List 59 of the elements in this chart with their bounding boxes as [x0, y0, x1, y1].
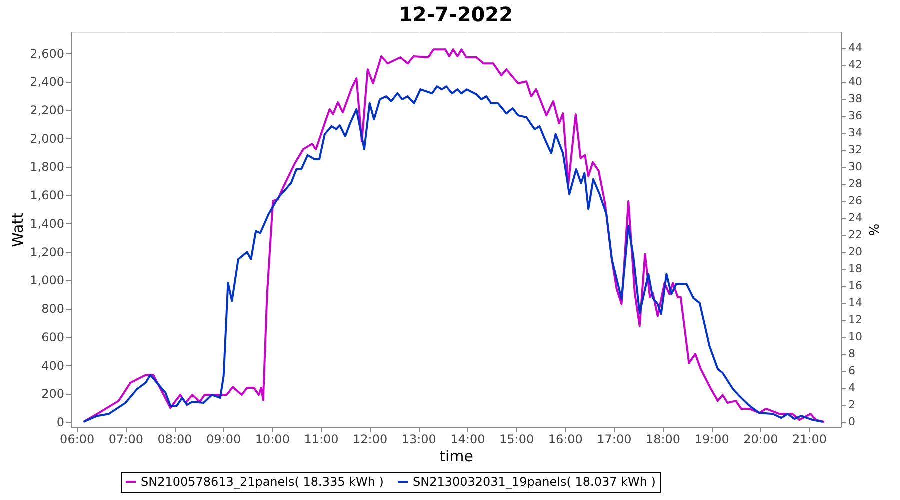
y2-tick-label: 0 [848, 415, 856, 428]
y2-tick-label: 24 [848, 212, 862, 225]
y2-tick-label: 42 [848, 58, 862, 72]
x-tick-label: 08:00 [158, 432, 192, 446]
y-tick-label: 1,400 [30, 216, 64, 231]
y-tick-label: 1,600 [30, 188, 64, 203]
y-tick-label: 2,200 [30, 104, 64, 118]
chart-title: 12-7-2022 [398, 2, 514, 26]
y2-tick-label: 14 [848, 296, 862, 310]
y2-tick-label: 4 [848, 381, 856, 394]
y2-tick-label: 12 [848, 313, 862, 326]
x-tick-label: 21:00 [792, 432, 828, 446]
x-tick-label: 10:00 [255, 432, 290, 446]
legend-label: SN2100578613_21panels( 18.335 kWh ) [141, 475, 384, 489]
x-tick-label: 09:00 [206, 432, 242, 446]
y-tick-label: 1,800 [30, 160, 64, 174]
y2-tick-label: 6 [848, 364, 856, 378]
legend-label: SN2130032031_19panels( 18.037 kWh ) [413, 475, 656, 489]
y-tick-label: 1,000 [30, 274, 64, 288]
y2-tick-label: 20 [848, 246, 862, 259]
x-tick-label: 16:00 [548, 432, 583, 446]
x-tick-label: 11:00 [304, 432, 339, 446]
x-tick-label: 20:00 [744, 432, 778, 446]
y-tick-label: 1,200 [30, 245, 64, 260]
x-axis-title: time [440, 448, 474, 466]
x-tick-label: 12:00 [353, 432, 388, 446]
y-tick-label: 600 [42, 330, 64, 344]
y2-tick-label: 44 [848, 42, 862, 55]
x-tick-label: 07:00 [108, 432, 144, 446]
y2-tick-label: 22 [848, 228, 862, 242]
y2-tick-label: 8 [848, 347, 856, 360]
y-tick-label: 2,600 [30, 46, 64, 61]
x-tick-label: 14:00 [450, 432, 486, 446]
x-tick-label: 15:00 [500, 432, 534, 446]
y-tick-label: 800 [42, 302, 64, 316]
y-tick-label: 0 [56, 416, 64, 430]
y2-tick-label: 30 [848, 160, 862, 174]
x-tick-label: 18:00 [646, 432, 681, 446]
x-tick-label: 19:00 [694, 432, 730, 446]
y-tick-label: 2,000 [30, 132, 64, 146]
y2-axis-title: % [865, 224, 880, 236]
y-tick-label: 400 [42, 358, 64, 373]
y2-tick-label: 34 [848, 126, 862, 140]
y-axis-title: Watt [9, 212, 28, 248]
y2-tick-label: 16 [848, 279, 862, 292]
y-tick-label: 200 [42, 387, 64, 402]
y2-tick-label: 18 [848, 262, 862, 276]
x-tick-label: 17:00 [597, 432, 632, 446]
y2-tick-label: 38 [848, 92, 862, 106]
x-tick-label: 13:00 [402, 432, 436, 446]
y2-tick-label: 2 [848, 398, 856, 412]
y2-tick-label: 28 [848, 178, 862, 191]
y2-tick-label: 10 [848, 330, 862, 344]
y-tick-label: 2,400 [30, 75, 64, 90]
y2-tick-label: 36 [848, 110, 862, 123]
y2-tick-label: 32 [848, 144, 862, 157]
y2-tick-label: 40 [848, 76, 862, 89]
y2-tick-label: 26 [848, 194, 862, 208]
x-tick-label: 06:00 [60, 432, 95, 446]
